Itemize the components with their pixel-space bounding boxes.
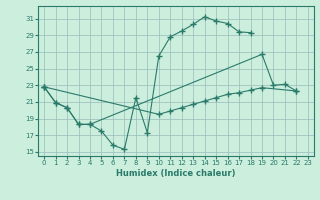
- X-axis label: Humidex (Indice chaleur): Humidex (Indice chaleur): [116, 169, 236, 178]
